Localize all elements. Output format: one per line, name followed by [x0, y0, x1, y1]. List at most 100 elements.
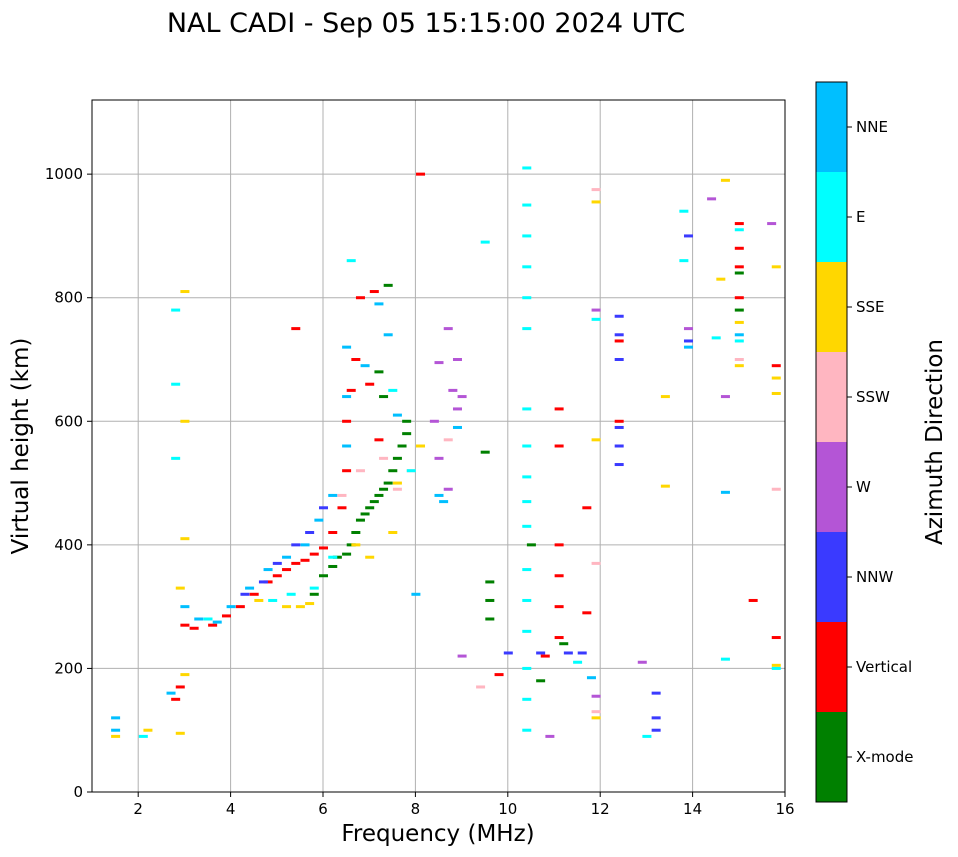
point-nnw: [651, 716, 661, 720]
point-vertical: [346, 388, 356, 392]
point-e: [734, 228, 744, 232]
point-nne: [342, 345, 352, 349]
point-sse: [365, 555, 375, 559]
point-e: [679, 259, 689, 263]
point-x-mode: [485, 580, 495, 584]
point-e: [573, 660, 583, 664]
point-e: [522, 444, 532, 448]
point-e: [522, 234, 532, 238]
point-nnw: [683, 234, 693, 238]
point-nnw: [563, 651, 573, 655]
point-x-mode: [309, 592, 319, 596]
point-ssw: [355, 469, 365, 473]
point-nnw: [683, 339, 693, 343]
point-x-mode: [485, 598, 495, 602]
point-ssw: [771, 487, 781, 491]
colorbar-segment: [816, 442, 847, 532]
point-e: [522, 629, 532, 633]
point-e: [480, 240, 490, 244]
point-nnw: [536, 651, 546, 655]
colorbar-tick-label: Vertical: [856, 658, 912, 676]
point-nne: [586, 676, 596, 680]
y-tick-label: 800: [54, 289, 83, 307]
point-vertical: [554, 605, 564, 609]
point-nne: [342, 395, 352, 399]
point-x-mode: [734, 271, 744, 275]
point-nnw: [240, 592, 250, 596]
point-vertical: [374, 438, 384, 442]
point-e: [522, 598, 532, 602]
point-e: [522, 407, 532, 411]
point-w: [434, 361, 444, 365]
point-ssw: [337, 493, 347, 497]
point-sse: [254, 598, 264, 602]
point-x-mode: [402, 419, 412, 423]
point-vertical: [300, 558, 310, 562]
colorbar-segment: [816, 712, 847, 802]
point-nne: [180, 605, 190, 609]
point-x-mode: [379, 395, 389, 399]
colorbar-tick-label: NNE: [856, 118, 888, 136]
colorbar-segment: [816, 622, 847, 712]
point-e: [388, 388, 398, 392]
point-w: [683, 327, 693, 331]
point-vertical: [342, 419, 352, 423]
point-nnw: [258, 580, 268, 584]
point-e: [309, 586, 319, 590]
point-sse: [660, 484, 670, 488]
point-sse: [591, 438, 601, 442]
point-e: [346, 259, 356, 263]
x-tick-label: 4: [226, 800, 236, 818]
x-tick-label: 8: [411, 800, 421, 818]
point-nne: [683, 345, 693, 349]
point-x-mode: [319, 574, 328, 578]
point-sse: [175, 731, 185, 735]
point-sse: [392, 481, 402, 485]
colorbar-tick-label: E: [856, 208, 865, 226]
point-w: [429, 419, 439, 423]
point-w: [591, 694, 601, 698]
point-w: [443, 327, 453, 331]
point-vertical: [554, 407, 564, 411]
point-vertical: [171, 697, 181, 701]
point-x-mode: [379, 487, 389, 491]
colorbar-frame: [815, 81, 848, 803]
point-sse: [591, 716, 601, 720]
point-w: [720, 395, 730, 399]
point-w: [434, 456, 444, 460]
point-sse: [175, 586, 185, 590]
point-e: [522, 327, 532, 331]
point-vertical: [771, 636, 781, 640]
point-vertical: [554, 543, 564, 547]
point-vertical: [494, 673, 504, 677]
point-e: [522, 524, 532, 528]
point-x-mode: [355, 518, 365, 522]
colorbar-label: Azimuth Direction: [922, 339, 948, 545]
grid-lines: [92, 100, 786, 793]
point-nnw: [614, 463, 624, 467]
point-nnw: [291, 543, 301, 547]
point-vertical: [309, 552, 319, 556]
point-nne: [434, 493, 444, 497]
point-w: [707, 197, 717, 201]
point-x-mode: [485, 617, 495, 621]
point-e: [406, 469, 416, 473]
point-e: [711, 336, 721, 340]
point-e: [171, 308, 181, 312]
point-w: [545, 734, 555, 738]
y-tick-label: 0: [73, 783, 83, 801]
colorbar-tick-label: NNW: [856, 568, 893, 586]
colorbar-tick-label: SSW: [856, 388, 890, 406]
point-nnw: [614, 358, 624, 361]
point-vertical: [272, 574, 282, 578]
point-x-mode: [383, 283, 393, 287]
colorbar-tick-label: SSE: [856, 298, 885, 316]
colorbar: X-mode Vertical NNW W SSW SSE E NNE: [815, 81, 913, 803]
plot-frame: [91, 99, 786, 793]
point-w: [448, 388, 458, 392]
point-sse: [771, 391, 781, 395]
point-w: [443, 487, 453, 491]
point-sse: [180, 673, 190, 677]
point-sse: [771, 265, 781, 269]
point-w: [591, 308, 601, 312]
